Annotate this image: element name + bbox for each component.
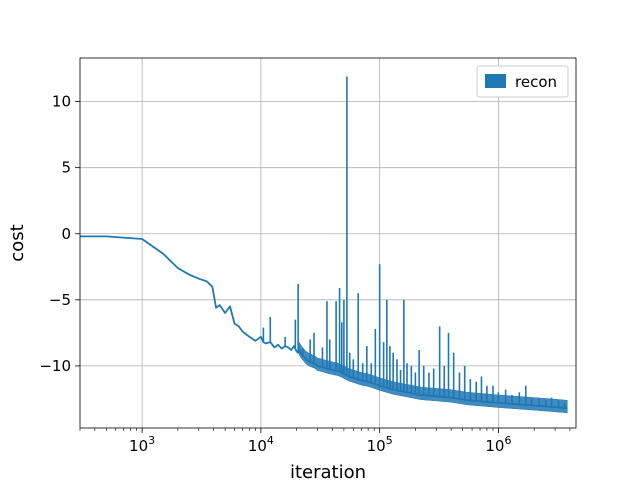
plot-frame	[79, 57, 577, 429]
y-grid	[80, 101, 576, 367]
legend-label-recon: recon	[515, 73, 557, 91]
legend: recon	[476, 65, 569, 98]
legend-box	[476, 65, 569, 98]
y-tick-label: 5	[61, 159, 71, 177]
legend-swatch-recon	[485, 74, 506, 88]
y-tick-label: 0	[61, 225, 71, 243]
y-tick-label: −5	[49, 291, 71, 309]
series-layer	[80, 76, 568, 414]
y-axis-label: cost	[7, 224, 28, 261]
y-axis: 10 5 0 −5 −10	[39, 93, 80, 375]
y-tick-label: −10	[39, 357, 71, 375]
y-tick-label: 10	[52, 93, 71, 111]
x-axis-label: iteration	[290, 462, 366, 480]
